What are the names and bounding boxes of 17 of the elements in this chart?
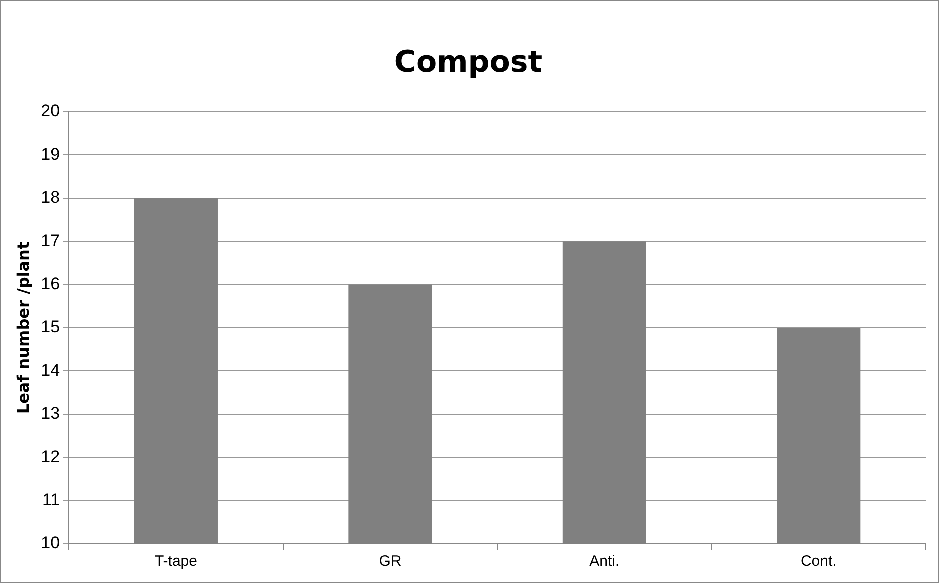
y-tick-label: 14: [41, 360, 60, 380]
y-tick-label: 13: [41, 404, 60, 424]
x-tick-label: T-tape: [154, 553, 198, 570]
y-tick-label: 16: [41, 274, 60, 294]
y-tick-label: 19: [41, 144, 60, 164]
y-axis-title: Leaf number /plant: [14, 242, 33, 414]
y-tick-label: 10: [41, 534, 60, 553]
y-tick-label: 12: [41, 447, 60, 466]
x-tick-label: Anti.: [590, 553, 620, 570]
y-tick-label: 15: [41, 318, 60, 337]
x-tick-label: Cont.: [800, 553, 837, 570]
chart-title: Compost: [394, 44, 543, 80]
x-tick-label: GR: [379, 553, 402, 570]
y-tick-label: 17: [41, 231, 60, 250]
y-tick-label: 20: [41, 102, 60, 121]
y-tick-label: 18: [41, 188, 60, 208]
y-tick-label: 11: [42, 490, 60, 510]
